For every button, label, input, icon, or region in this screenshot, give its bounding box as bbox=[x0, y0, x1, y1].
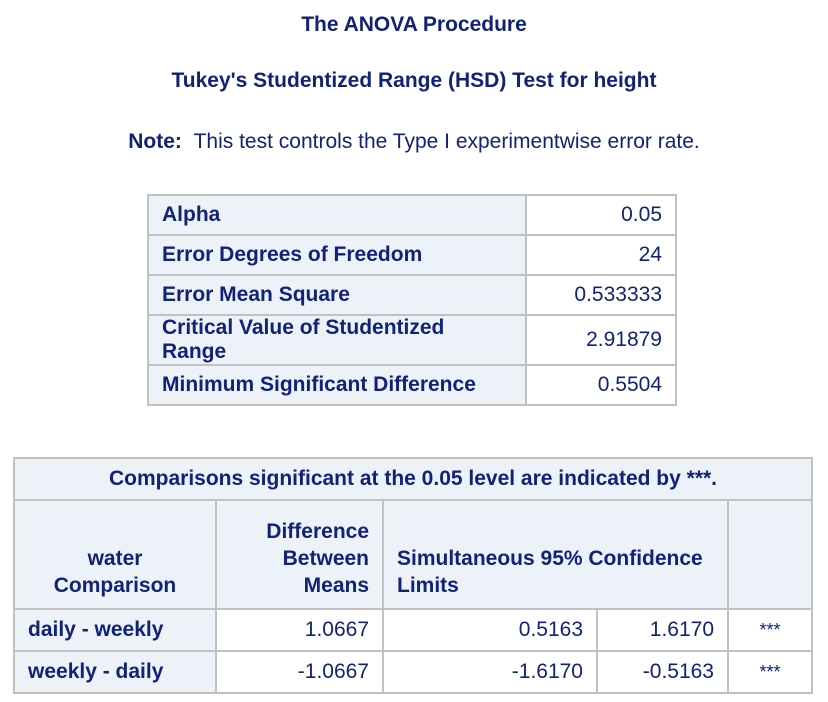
error-df-label: Error Degrees of Freedom bbox=[147, 234, 527, 276]
difference-column-header: Difference Between Means bbox=[215, 499, 384, 610]
significance-column-header bbox=[727, 499, 813, 610]
note-label: Note: bbox=[128, 130, 182, 153]
difference-header-line2: Between bbox=[282, 547, 369, 570]
table-row: Alpha 0.05 bbox=[147, 194, 677, 236]
comparison-label: weekly - daily bbox=[13, 650, 217, 694]
upper-limit-value: -0.5163 bbox=[596, 650, 729, 694]
alpha-value: 0.05 bbox=[525, 194, 677, 236]
lower-limit-value: 0.5163 bbox=[382, 608, 598, 652]
difference-value: -1.0667 bbox=[215, 650, 384, 694]
table-row: daily - weekly 1.0667 0.5163 1.6170 *** bbox=[13, 608, 813, 652]
procedure-title: The ANOVA Procedure bbox=[301, 13, 527, 36]
difference-header-line1: Difference bbox=[266, 520, 369, 543]
significance-marker: *** bbox=[727, 650, 813, 694]
critical-value-label: Critical Value of Studentized Range bbox=[147, 314, 527, 366]
alpha-label: Alpha bbox=[147, 194, 527, 236]
min-significant-difference-value: 0.5504 bbox=[525, 364, 677, 406]
caption-row: Comparisons significant at the 0.05 leve… bbox=[13, 457, 813, 501]
lower-limit-value: -1.6170 bbox=[382, 650, 598, 694]
test-title: Tukey's Studentized Range (HSD) Test for… bbox=[171, 69, 657, 92]
table-row: weekly - daily -1.0667 -1.6170 -0.5163 *… bbox=[13, 650, 813, 694]
note-line: Note: This test controls the Type I expe… bbox=[0, 130, 828, 154]
table-row: Error Mean Square 0.533333 bbox=[147, 274, 677, 316]
table-row: Error Degrees of Freedom 24 bbox=[147, 234, 677, 276]
error-df-value: 24 bbox=[525, 234, 677, 276]
confidence-limits-header: Simultaneous 95% Confidence Limits bbox=[382, 499, 729, 610]
comparisons-caption: Comparisons significant at the 0.05 leve… bbox=[13, 457, 813, 501]
difference-value: 1.0667 bbox=[215, 608, 384, 652]
header-row: water Comparison Difference Between Mean… bbox=[13, 499, 813, 610]
comparison-header-line2: Comparison bbox=[53, 574, 177, 597]
comparison-column-header: water Comparison bbox=[13, 499, 217, 610]
table-row: Minimum Significant Difference 0.5504 bbox=[147, 364, 677, 406]
significance-marker: *** bbox=[727, 608, 813, 652]
error-mean-square-value: 0.533333 bbox=[525, 274, 677, 316]
note-text: This test controls the Type I experiment… bbox=[193, 130, 700, 153]
upper-limit-value: 1.6170 bbox=[596, 608, 729, 652]
comparison-label: daily - weekly bbox=[13, 608, 217, 652]
error-mean-square-label: Error Mean Square bbox=[147, 274, 527, 316]
statistics-table: Alpha 0.05 Error Degrees of Freedom 24 E… bbox=[147, 194, 677, 406]
comparison-header-line1: water bbox=[87, 547, 143, 570]
min-significant-difference-label: Minimum Significant Difference bbox=[147, 364, 527, 406]
critical-value-value: 2.91879 bbox=[525, 314, 677, 366]
difference-header-line3: Means bbox=[303, 574, 369, 597]
comparisons-table: Comparisons significant at the 0.05 leve… bbox=[13, 457, 813, 694]
table-row: Critical Value of Studentized Range 2.91… bbox=[147, 314, 677, 366]
